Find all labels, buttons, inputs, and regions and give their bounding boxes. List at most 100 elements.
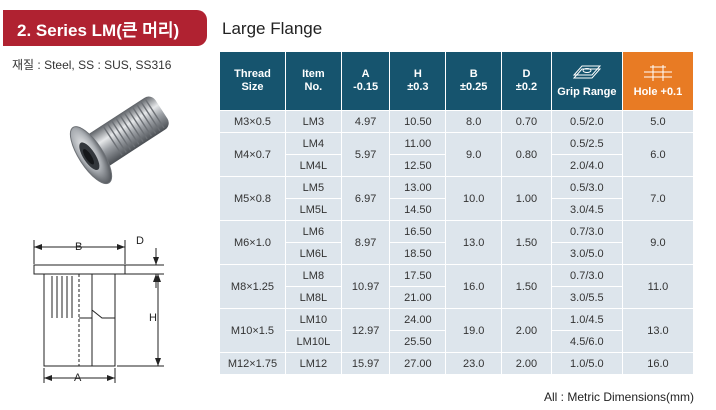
cell-grip-range: 3.0/5.5 — [551, 287, 622, 309]
cell-b: 23.0 — [446, 353, 502, 375]
table-row: LM6L 18.50 3.0/5.0 — [220, 243, 693, 265]
cell-grip-range: 0.5/3.0 — [551, 177, 622, 199]
cell-hole: 9.0 — [622, 221, 693, 265]
cell-item-no: LM6L — [285, 243, 341, 265]
cell-thread-size: M12×1.75 — [220, 353, 285, 375]
cell-h: 25.50 — [390, 331, 446, 353]
cell-hole: 6.0 — [622, 133, 693, 177]
flange-title: Large Flange — [222, 19, 323, 38]
table-row: LM8L 21.00 3.0/5.5 — [220, 287, 693, 309]
cell-grip-range: 1.0/4.5 — [551, 309, 622, 331]
cell-grip-range: 0.7/3.0 — [551, 265, 622, 287]
cell-item-no: LM3 — [285, 111, 341, 133]
cell-thread-size: M10×1.5 — [220, 309, 285, 353]
table-row: M8×1.25 LM8 10.97 17.50 16.0 1.50 0.7/3.0 11.0 — [220, 265, 693, 309]
col-a: A -0.15 — [341, 52, 390, 111]
cell-h: 13.00 — [390, 177, 446, 199]
table-row: M10×1.5 LM10 12.97 24.00 19.0 2.00 1.0/4.5 13.0 — [220, 309, 693, 353]
cell-b: 16.0 — [446, 265, 502, 309]
cell-b: 19.0 — [446, 309, 502, 353]
cell-thread-size: M4×0.7 — [220, 133, 285, 177]
cell-d: 0.70 — [502, 111, 551, 133]
series-badge: 2. Series LM(큰 머리) — [3, 10, 207, 46]
cell-h: 21.00 — [390, 287, 446, 309]
cell-item-no: LM5L — [285, 199, 341, 221]
cell-h: 11.00 — [390, 133, 446, 155]
table-row: LM10L 25.50 4.5/6.0 — [220, 331, 693, 353]
hole-icon — [643, 65, 672, 81]
table-row: LM5L 14.50 3.0/4.5 — [220, 199, 693, 221]
table-header-row: Thread Size Item No. A -0.15 H ±0.3 B ±0.25 D… — [220, 52, 693, 111]
cell-grip-range: 1.0/5.0 — [551, 353, 622, 375]
table-row: M3×0.5 LM3 4.97 10.50 8.0 0.70 0.5/2.0 5.0 — [220, 111, 693, 133]
table-row: M4×0.7 LM4 5.97 11.00 9.0 0.80 0.5/2.5 6.0 — [220, 133, 693, 177]
cell-item-no: LM8 — [285, 265, 341, 287]
cell-a: 10.97 — [341, 265, 390, 309]
drawing-label-b: B — [75, 241, 82, 253]
col-d: D ±0.2 — [502, 52, 551, 111]
drawing-label-d: D — [136, 235, 144, 247]
rivet-nut-photo — [69, 96, 169, 185]
cell-a: 5.97 — [341, 133, 390, 177]
cell-d: 1.50 — [502, 221, 551, 265]
cell-a: 4.97 — [341, 111, 390, 133]
table-row: M12×1.75 LM12 15.97 27.00 23.0 2.00 1.0/5.0 16.… — [220, 353, 693, 375]
table-row: LM4L 12.50 2.0/4.0 — [220, 155, 693, 177]
cell-h: 18.50 — [390, 243, 446, 265]
cell-h: 27.00 — [390, 353, 446, 375]
spec-table: Thread Size Item No. A -0.15 H ±0.3 B ±0.25 D… — [219, 52, 694, 375]
col-b: B ±0.25 — [446, 52, 502, 111]
col-h: H ±0.3 — [390, 52, 446, 111]
cell-b: 13.0 — [446, 221, 502, 265]
cell-thread-size: M5×0.8 — [220, 177, 285, 221]
cell-hole: 11.0 — [622, 265, 693, 309]
cell-a: 6.97 — [341, 177, 390, 221]
cell-h: 17.50 — [390, 265, 446, 287]
cell-item-no: LM4L — [285, 155, 341, 177]
cell-grip-range: 3.0/5.0 — [551, 243, 622, 265]
cell-item-no: LM5 — [285, 177, 341, 199]
cell-h: 24.00 — [390, 309, 446, 331]
cell-d: 2.00 — [502, 353, 551, 375]
cell-b: 8.0 — [446, 111, 502, 133]
footnote: All : Metric Dimensions(mm) — [543, 390, 694, 404]
cell-item-no: LM10 — [285, 309, 341, 331]
cell-item-no: LM8L — [285, 287, 341, 309]
cell-hole: 5.0 — [622, 111, 693, 133]
material-text: 재질 : Steel, SS : SUS, SS316 — [12, 58, 172, 72]
cell-d: 0.80 — [502, 133, 551, 177]
cell-h: 12.50 — [390, 155, 446, 177]
cell-hole: 7.0 — [622, 177, 693, 221]
col-item-no: Item No. — [285, 52, 341, 111]
cell-thread-size: M8×1.25 — [220, 265, 285, 309]
cell-h: 10.50 — [390, 111, 446, 133]
cell-a: 15.97 — [341, 353, 390, 375]
col-hole: Hole +0.1 — [622, 52, 693, 111]
cell-item-no: LM6 — [285, 221, 341, 243]
cell-item-no: LM4 — [285, 133, 341, 155]
cell-a: 8.97 — [341, 221, 390, 265]
col-thread-size: Thread Size — [220, 52, 285, 111]
table-row: M6×1.0 LM6 8.97 16.50 13.0 1.50 0.7/3.0 9.0 — [220, 221, 693, 265]
cell-d: 2.00 — [502, 309, 551, 353]
cell-b: 9.0 — [446, 133, 502, 177]
cell-item-no: LM10L — [285, 331, 341, 353]
cell-h: 16.50 — [390, 221, 446, 243]
cell-grip-range: 0.5/2.0 — [551, 111, 622, 133]
cell-h: 14.50 — [390, 199, 446, 221]
cell-a: 12.97 — [341, 309, 390, 353]
cell-thread-size: M6×1.0 — [220, 221, 285, 265]
cell-grip-range: 2.0/4.0 — [551, 155, 622, 177]
col-grip-range: Grip Range — [551, 52, 622, 111]
cell-grip-range: 3.0/4.5 — [551, 199, 622, 221]
grip-range-icon — [572, 65, 601, 79]
cell-grip-range: 0.5/2.5 — [551, 133, 622, 155]
cell-item-no: LM12 — [285, 353, 341, 375]
cell-d: 1.50 — [502, 265, 551, 309]
cell-hole: 13.0 — [622, 309, 693, 353]
cell-hole: 16.0 — [622, 353, 693, 375]
drawing-label-a: A — [74, 372, 82, 384]
cell-b: 10.0 — [446, 177, 502, 221]
cell-d: 1.00 — [502, 177, 551, 221]
drawing-label-h: H — [149, 312, 157, 324]
